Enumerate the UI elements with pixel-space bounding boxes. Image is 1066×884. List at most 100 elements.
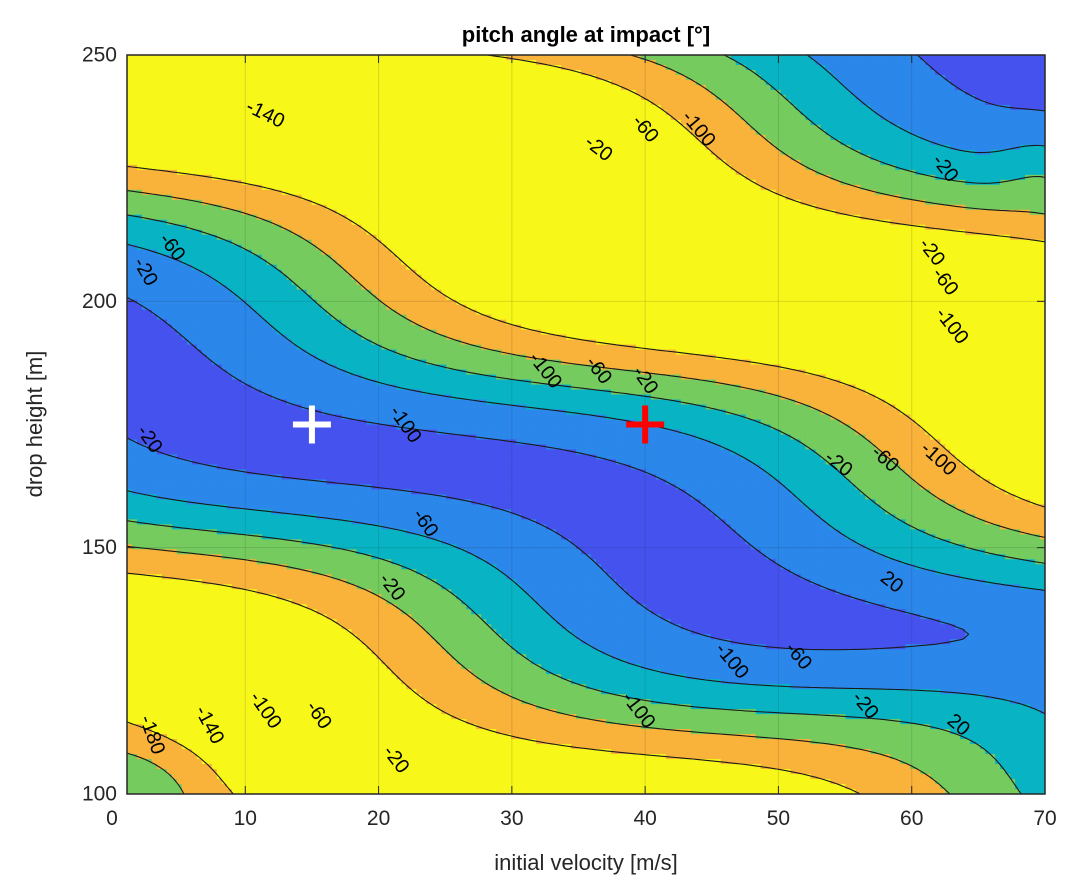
- contour-band-cell: [391, 160, 397, 166]
- contour-band-cell: [791, 130, 797, 136]
- contour-band-cell: [212, 135, 218, 141]
- contour-band-cell: [262, 70, 268, 76]
- contour-band-cell: [806, 135, 812, 141]
- contour-band-cell: [317, 75, 323, 81]
- contour-band-cell: [501, 70, 507, 76]
- contour-band-cell: [796, 60, 802, 66]
- contour-band-cell: [900, 55, 906, 61]
- contour-band-cell: [551, 60, 557, 66]
- contour-band-cell: [756, 115, 762, 121]
- contour-band-cell: [900, 105, 906, 111]
- contour-band-cell: [227, 170, 233, 176]
- contour-band-cell: [257, 55, 263, 61]
- contour-band-cell: [436, 60, 442, 66]
- contour-band-cell: [436, 80, 442, 86]
- contour-band-cell: [202, 95, 208, 101]
- contour-band-cell: [706, 55, 712, 61]
- contour-band-cell: [426, 85, 432, 91]
- contour-band-cell: [611, 65, 617, 71]
- contour-band-cell: [292, 85, 298, 91]
- contour-band-cell: [386, 125, 392, 131]
- contour-band-cell: [556, 125, 562, 131]
- contour-band-cell: [292, 130, 298, 136]
- contour-band-cell: [227, 135, 233, 141]
- contour-band-cell: [137, 135, 143, 141]
- contour-band-cell: [371, 150, 377, 156]
- contour-band-cell: [132, 125, 138, 131]
- contour-band-cell: [915, 100, 921, 106]
- contour-band-cell: [501, 135, 507, 141]
- contour-band-cell: [217, 165, 223, 171]
- contour-band-cell: [506, 90, 512, 96]
- contour-band-cell: [471, 60, 477, 66]
- contour-band-cell: [466, 150, 472, 156]
- contour-band-cell: [606, 95, 612, 101]
- contour-band-cell: [626, 60, 632, 66]
- contour-band-cell: [990, 90, 996, 96]
- contour-band-cell: [995, 160, 1001, 166]
- contour-band-cell: [761, 60, 767, 66]
- contour-band-cell: [162, 150, 168, 156]
- contour-band-cell: [312, 160, 318, 166]
- contour-band-cell: [791, 115, 797, 121]
- contour-band-cell: [232, 85, 238, 91]
- contour-band-cell: [282, 135, 288, 141]
- contour-band-cell: [132, 70, 138, 76]
- contour-band-cell: [566, 100, 572, 106]
- contour-band-cell: [985, 55, 991, 61]
- contour-band-cell: [686, 160, 692, 166]
- contour-band-cell: [726, 130, 732, 136]
- contour-band-cell: [1035, 85, 1041, 91]
- contour-band-cell: [381, 80, 387, 86]
- contour-band-cell: [955, 90, 961, 96]
- contour-band-cell: [396, 95, 402, 101]
- contour-band-cell: [546, 110, 552, 116]
- contour-band-cell: [526, 115, 532, 121]
- contour-band-cell: [411, 95, 417, 101]
- contour-band-cell: [845, 150, 851, 156]
- contour-band-cell: [531, 115, 537, 121]
- contour-band-cell: [895, 140, 901, 146]
- contour-band-cell: [366, 70, 372, 76]
- contour-band-cell: [910, 120, 916, 126]
- contour-band-cell: [905, 105, 911, 111]
- contour-band-cell: [995, 70, 1001, 76]
- contour-band-cell: [317, 130, 323, 136]
- contour-band-cell: [940, 85, 946, 91]
- contour-band-cell: [721, 130, 727, 136]
- contour-band-cell: [521, 145, 527, 151]
- contour-band-cell: [456, 175, 462, 181]
- contour-band-cell: [845, 65, 851, 71]
- contour-band-cell: [357, 110, 363, 116]
- contour-band-cell: [820, 80, 826, 86]
- contour-band-cell: [142, 170, 148, 176]
- contour-band-cell: [357, 155, 363, 161]
- contour-band-cell: [182, 145, 188, 151]
- contour-band-cell: [1015, 140, 1021, 146]
- contour-band-cell: [361, 130, 367, 136]
- contour-band-cell: [576, 125, 582, 131]
- contour-band-cell: [801, 120, 807, 126]
- contour-band-cell: [616, 60, 622, 66]
- contour-band-cell: [416, 110, 422, 116]
- contour-band-cell: [282, 125, 288, 131]
- contour-band-cell: [371, 175, 377, 181]
- contour-band-cell: [686, 70, 692, 76]
- contour-band-cell: [406, 115, 412, 121]
- contour-band-cell: [895, 120, 901, 126]
- contour-band-cell: [825, 140, 831, 146]
- contour-band-cell: [172, 85, 178, 91]
- contour-band-cell: [451, 145, 457, 151]
- contour-band-cell: [910, 160, 916, 166]
- contour-band-cell: [217, 85, 223, 91]
- contour-band-cell: [825, 155, 831, 161]
- contour-band-cell: [761, 90, 767, 96]
- contour-band-cell: [666, 75, 672, 81]
- contour-band-cell: [451, 140, 457, 146]
- contour-band-cell: [736, 125, 742, 131]
- contour-band-cell: [1010, 130, 1016, 136]
- contour-band-cell: [925, 155, 931, 161]
- contour-band-cell: [571, 100, 577, 106]
- contour-band-cell: [860, 90, 866, 96]
- contour-band-cell: [177, 145, 183, 151]
